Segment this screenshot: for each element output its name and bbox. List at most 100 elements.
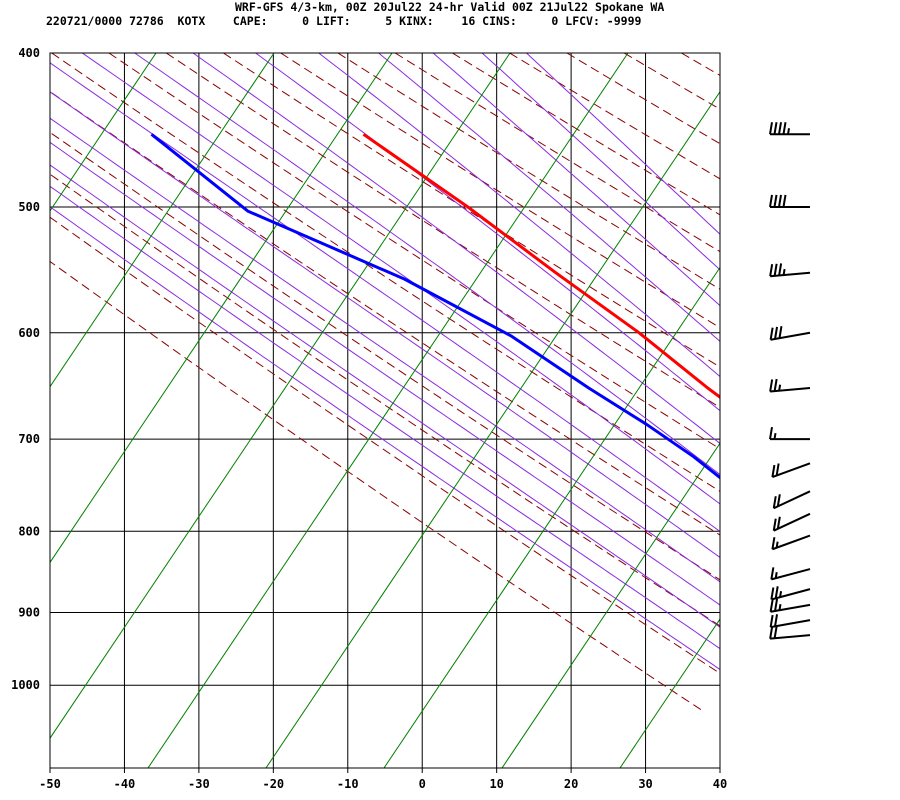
moist-adiabat [481,53,720,271]
plot-background [50,53,720,768]
wind-barb [771,462,811,478]
dry-adiabat [108,53,720,450]
temperature-tick-label: -50 [39,777,61,791]
wind-barb-flag [782,122,787,135]
mixing-ratio-line [50,53,157,212]
wind-barb-shaft [770,619,811,629]
background-reference-lines [50,53,900,768]
wind-barb-flag [769,599,774,612]
wind-barb-flag [769,122,773,135]
moist-adiabat [378,53,720,343]
wind-barb [772,490,811,510]
wind-barb-flag [776,494,781,507]
wind-barb-flag [773,626,778,639]
wind-barb-flag [774,586,779,599]
moist-adiabat [82,53,720,505]
wind-barb [769,263,811,278]
pressure-tick-label: 1000 [11,678,40,692]
wind-barb [771,534,811,551]
moist-adiabat [526,53,720,235]
wind-barb-shaft [771,568,811,581]
wind-barb-flag [778,194,782,208]
dry-adiabat [50,173,720,627]
moist-adiabat [192,53,720,445]
sounding-info-line: 220721/0000 72786 KOTX CAPE: 0 LIFT: 5 K… [46,14,642,28]
mixing-ratio-line [501,442,720,768]
wind-barb-flag [771,464,776,478]
temperature-tick-label: 40 [713,777,727,791]
moist-adiabat [50,62,720,533]
wind-barb [769,614,811,629]
dry-adiabat [739,53,900,712]
moist-adiabat [50,141,720,606]
axis-tick-labels: 400 500 600 700 800 900 1000 -50 -40 -30 -20 -10 0 10… [11,46,727,791]
wind-barb-flag [769,379,774,392]
mixing-ratio-line [265,90,720,768]
wind-barb-flag [769,194,773,208]
plot-frame [49,52,721,769]
dry-adiabat [50,216,720,674]
wind-barb [770,586,811,601]
wind-barb-flag [772,518,777,531]
wind-barb [769,598,811,613]
wind-barb-flag [778,122,782,135]
wind-barb-half-flag [782,268,786,276]
wind-barb [772,512,811,532]
mixing-ratio-line [147,53,629,768]
wind-barb-shaft [770,271,811,278]
dry-adiabat [796,53,900,712]
wind-barb-shaft [772,462,811,478]
pressure-tick-label: 500 [18,200,40,214]
wind-barb-half-flag [773,432,777,440]
wind-barb-shaft [770,387,811,393]
mixing-ratio-line [50,53,511,740]
dry-adiabat [165,53,720,409]
chart-header: WRF-GFS 4/3-km, 00Z 20Jul22 24-hr Valid … [0,0,900,30]
wind-barb-flag [772,496,777,509]
wind-barb-half-flag [779,591,783,598]
temperature-tick-label: 10 [489,777,503,791]
wind-barb-flag [778,263,783,276]
wind-barb [769,122,810,136]
temperature-tick-label: -10 [337,777,359,791]
moist-adiabat [50,206,720,671]
wind-barb-flag [769,626,774,639]
pressure-tick-label: 800 [18,524,40,538]
wind-barb [769,378,811,393]
wind-barb-flag [769,264,774,277]
pressure-tick-label: 900 [18,606,40,620]
wind-barb-half-flag [778,604,782,611]
wind-barb-shaft [772,534,811,551]
wind-barb-half-flag [778,384,782,391]
wind-barb-flag [773,122,778,135]
temperature-tick-label: -30 [188,777,210,791]
wind-barb-half-flag [775,541,779,548]
sounding-profiles [150,133,720,480]
wind-barb-shaft [773,512,811,532]
wind-barb-flag [774,598,779,612]
temperature-tick-label: -20 [262,777,284,791]
moist-adiabat [50,117,720,583]
dry-adiabat [50,91,720,536]
moist-adiabat [255,53,720,412]
wind-barb-flag [778,325,783,339]
wind-barb-flag [774,326,779,340]
wind-barb [770,567,811,581]
wind-barb [769,194,810,208]
wind-barb [769,626,811,640]
wind-barb-flag [769,426,773,440]
temperature-tick-label: 30 [638,777,652,791]
moist-adiabat [318,53,720,378]
mixing-ratio-line [619,618,720,768]
wind-barb-shaft [770,634,811,640]
pressure-tick-label: 400 [18,46,40,60]
wind-barb-flag [769,614,774,628]
wind-barbs [769,122,811,640]
pressure-tick-label: 700 [18,432,40,446]
wind-barb-half-flag [787,128,790,135]
moist-adiabat [134,53,720,476]
wind-barb [769,426,810,441]
wind-barb-shaft [770,331,811,341]
mixing-ratio-line [738,53,900,768]
